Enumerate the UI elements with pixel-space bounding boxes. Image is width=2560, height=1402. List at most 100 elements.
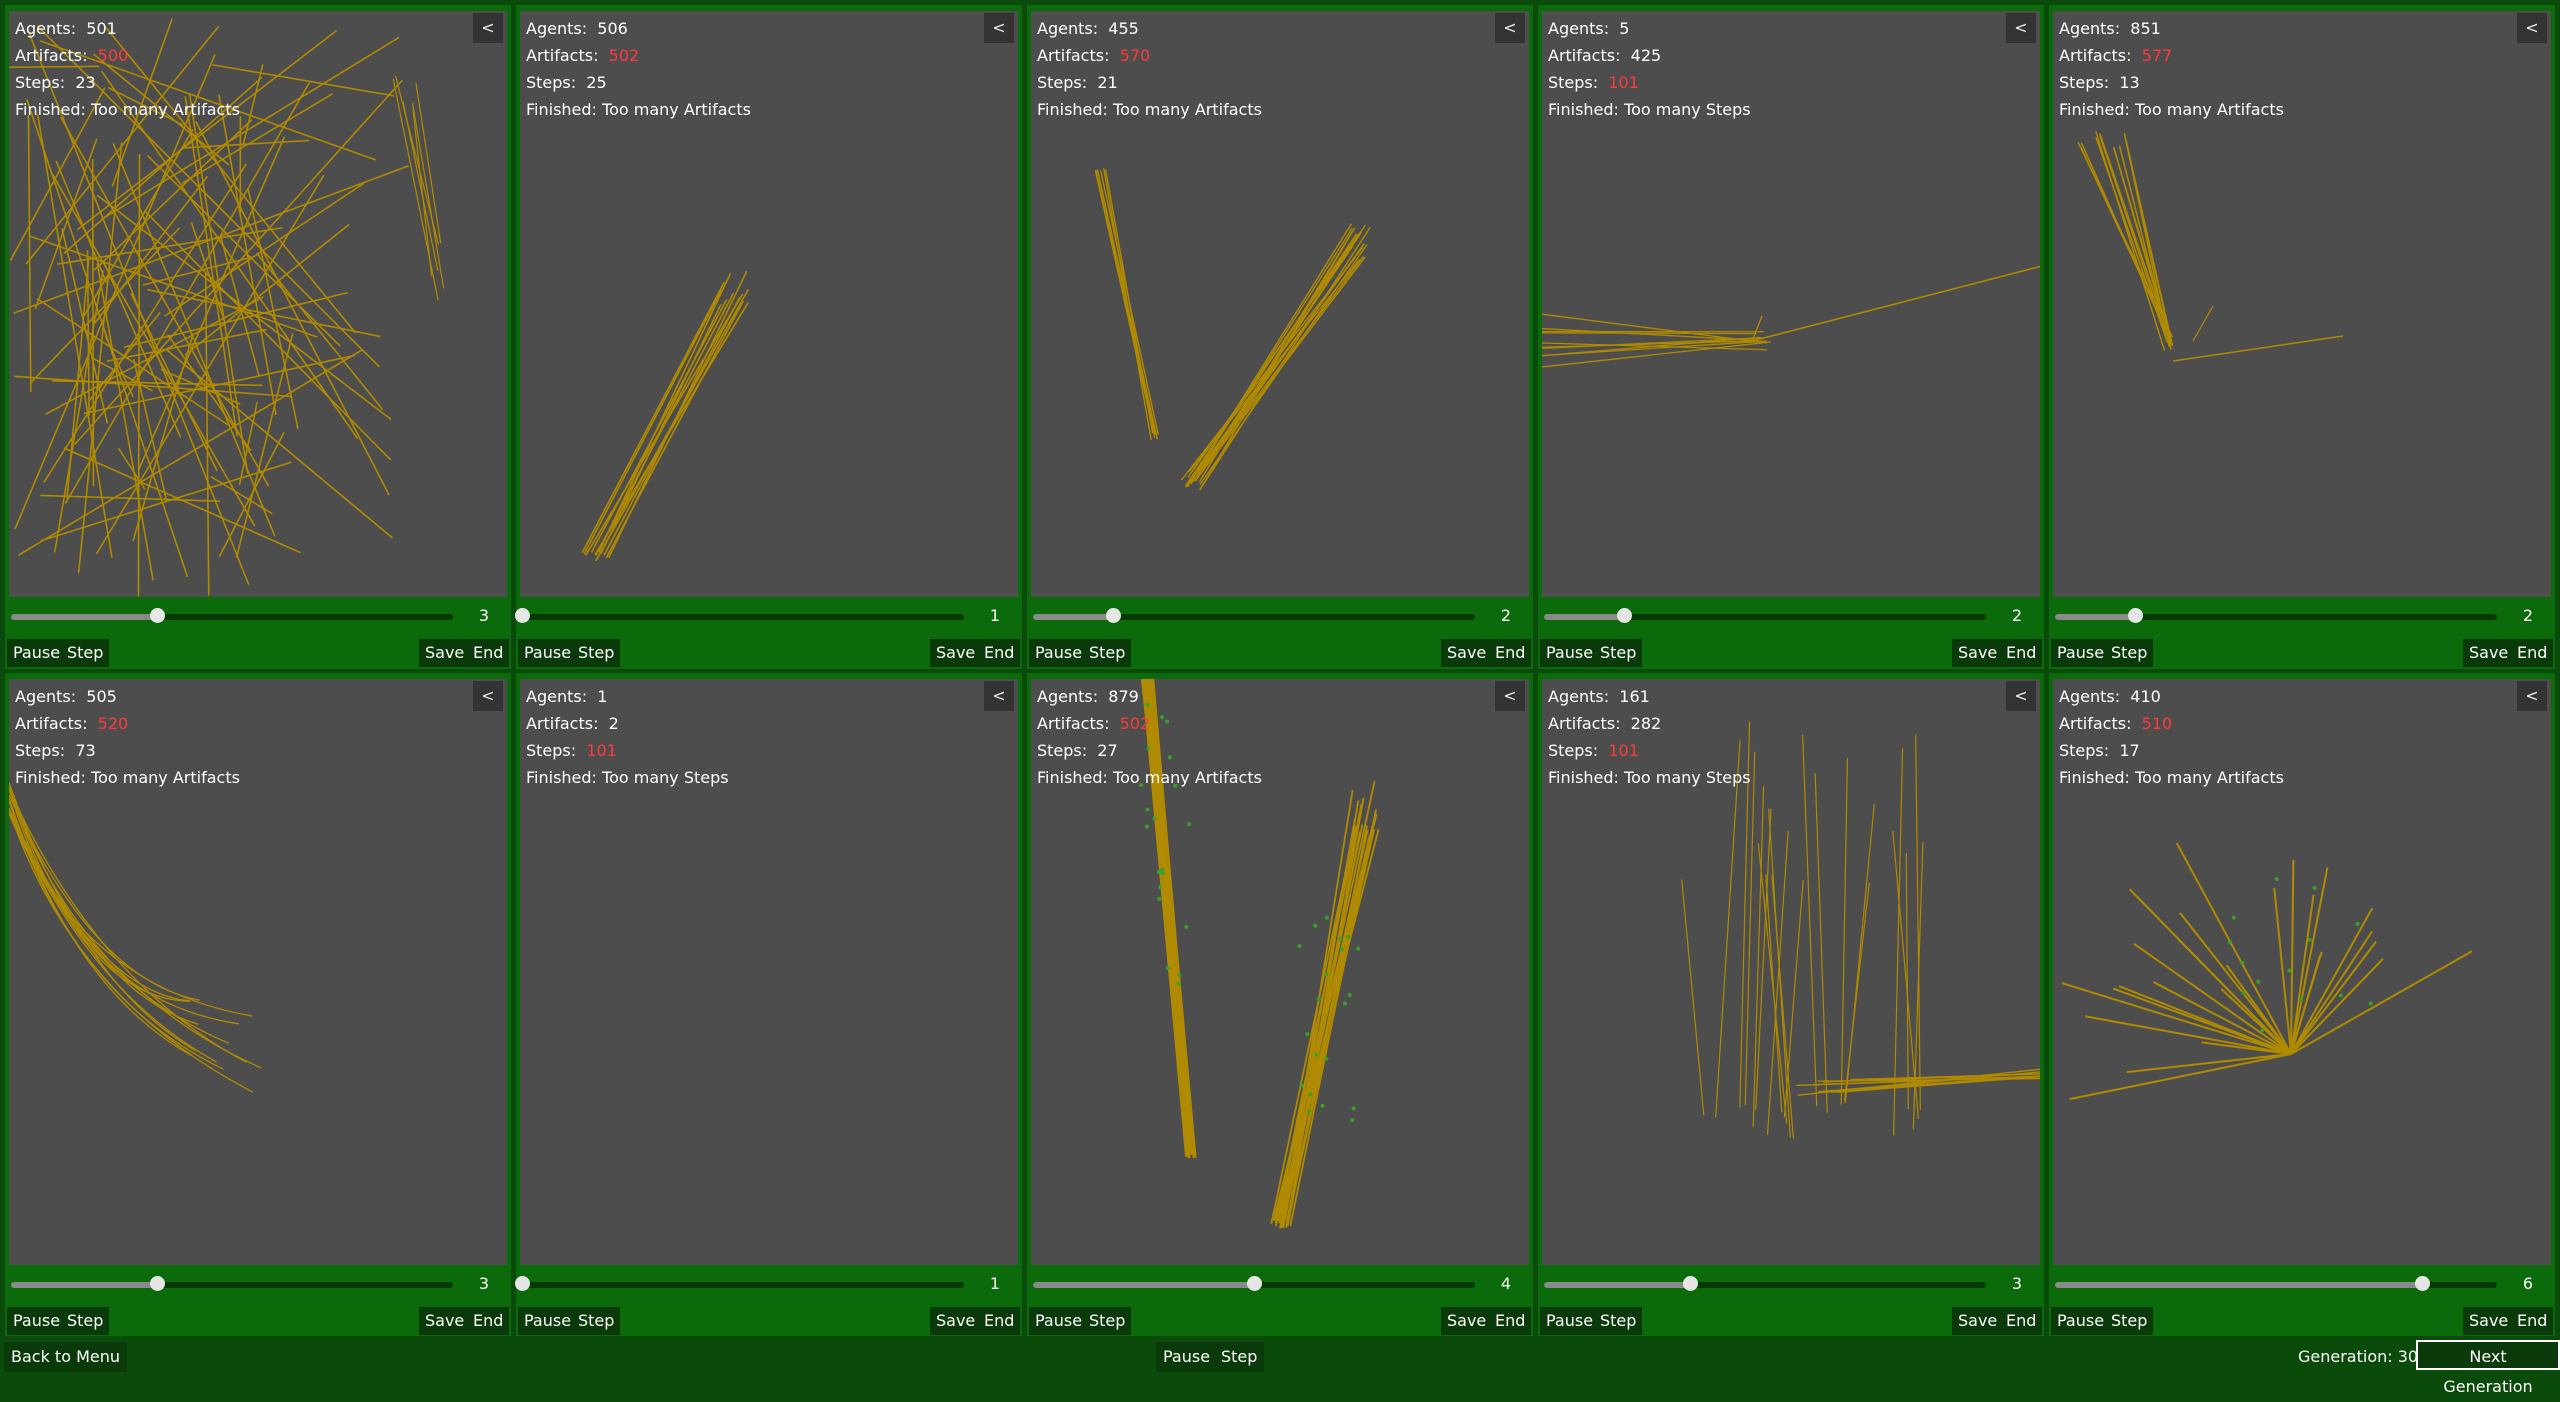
pause-button[interactable]: Pause [2051,1307,2110,1335]
artifacts-stat: Artifacts: 502 [526,42,751,69]
save-button[interactable]: Save [2463,639,2514,667]
artifacts-value: 282 [1631,714,1662,733]
steps-stat: Steps: 25 [526,69,751,96]
step-button[interactable]: Step [572,1307,620,1335]
finished-value: Too many Artifacts [1113,768,1262,787]
pause-button[interactable]: Pause [7,639,66,667]
speed-slider[interactable] [11,1282,453,1288]
end-button[interactable]: End [467,639,509,667]
artifacts-stat: Artifacts: 2 [526,710,729,737]
speed-slider[interactable] [522,1282,964,1288]
trail-segment [2173,336,2343,361]
speed-slider[interactable] [1544,614,1986,620]
trail-segment [9,811,217,1062]
step-button[interactable]: Step [2105,639,2153,667]
end-button[interactable]: End [2000,639,2042,667]
speed-slider[interactable] [522,614,964,620]
global-step-button[interactable]: Step [1214,1342,1264,1372]
collapse-button[interactable]: < [2006,13,2036,43]
collapse-button[interactable]: < [1495,681,1525,711]
speed-slider[interactable] [11,614,453,620]
pause-button[interactable]: Pause [1029,639,1088,667]
trail-segment [1542,333,1756,334]
speed-slider-fill [11,614,157,620]
pause-button[interactable]: Pause [1540,639,1599,667]
artifacts-stat: Artifacts: 570 [1037,42,1262,69]
agents-stat: Agents: 501 [15,15,240,42]
pause-button[interactable]: Pause [518,639,577,667]
collapse-button[interactable]: < [1495,13,1525,43]
end-button[interactable]: End [1489,639,1531,667]
pause-button[interactable]: Pause [7,1307,66,1335]
collapse-button[interactable]: < [2006,681,2036,711]
speed-slider-handle[interactable] [1617,608,1632,623]
speed-slider-handle[interactable] [2415,1276,2430,1291]
save-button[interactable]: Save [1441,639,1492,667]
save-button[interactable]: Save [419,1307,470,1335]
steps-value: 17 [2119,741,2139,760]
collapse-button[interactable]: < [2517,13,2547,43]
agents-stat: Agents: 455 [1037,15,1262,42]
save-button[interactable]: Save [1952,1307,2003,1335]
step-button[interactable]: Step [572,639,620,667]
trail-segment [1766,875,1782,1113]
speed-value: 2 [2012,606,2022,625]
save-button[interactable]: Save [1952,639,2003,667]
end-button[interactable]: End [978,1307,1020,1335]
collapse-button[interactable]: < [984,13,1014,43]
step-button[interactable]: Step [61,1307,109,1335]
save-button[interactable]: Save [2463,1307,2514,1335]
pause-button[interactable]: Pause [1540,1307,1599,1335]
end-button[interactable]: End [978,639,1020,667]
speed-slider-handle[interactable] [150,608,165,623]
speed-slider-handle[interactable] [1683,1276,1698,1291]
save-button[interactable]: Save [419,639,470,667]
collapse-button[interactable]: < [984,681,1014,711]
artifact-dot [2299,997,2303,1001]
end-button[interactable]: End [1489,1307,1531,1335]
speed-slider[interactable] [1544,1282,1986,1288]
step-button[interactable]: Step [61,639,109,667]
pause-button[interactable]: Pause [2051,639,2110,667]
save-button[interactable]: Save [1441,1307,1492,1335]
speed-value: 4 [1501,1274,1511,1293]
collapse-button[interactable]: < [2517,681,2547,711]
step-button[interactable]: Step [1083,639,1131,667]
end-button[interactable]: End [2511,639,2553,667]
speed-slider-handle[interactable] [1247,1276,1262,1291]
save-button[interactable]: Save [930,639,981,667]
speed-slider-handle[interactable] [515,608,530,623]
trail-segment [9,789,247,1063]
speed-slider[interactable] [2055,1282,2497,1288]
step-button[interactable]: Step [1594,1307,1642,1335]
trail-segment [9,798,191,1055]
end-button[interactable]: End [2000,1307,2042,1335]
artifact-dot [2313,886,2317,890]
speed-slider-handle[interactable] [2128,608,2143,623]
global-pause-button[interactable]: Pause [1156,1342,1217,1372]
collapse-button[interactable]: < [473,681,503,711]
artifact-dot [2275,877,2279,881]
trail-segment [1288,826,1367,1226]
speed-slider[interactable] [1033,614,1475,620]
end-button[interactable]: End [2511,1307,2553,1335]
steps-stat: Steps: 21 [1037,69,1262,96]
end-button[interactable]: End [467,1307,509,1335]
trail-segment [1286,798,1363,1228]
speed-slider[interactable] [1033,1282,1475,1288]
speed-slider-handle[interactable] [150,1276,165,1291]
step-button[interactable]: Step [2105,1307,2153,1335]
trail-segment [9,788,261,1068]
pause-button[interactable]: Pause [1029,1307,1088,1335]
speed-slider-handle[interactable] [515,1276,530,1291]
collapse-button[interactable]: < [473,13,503,43]
back-to-menu-button[interactable]: Back to Menu [4,1342,127,1372]
step-button[interactable]: Step [1083,1307,1131,1335]
speed-slider[interactable] [2055,614,2497,620]
next-generation-button[interactable]: Next Generation [2416,1340,2560,1370]
trail-segment [206,272,209,595]
pause-button[interactable]: Pause [518,1307,577,1335]
speed-slider-handle[interactable] [1106,608,1121,623]
save-button[interactable]: Save [930,1307,981,1335]
step-button[interactable]: Step [1594,639,1642,667]
